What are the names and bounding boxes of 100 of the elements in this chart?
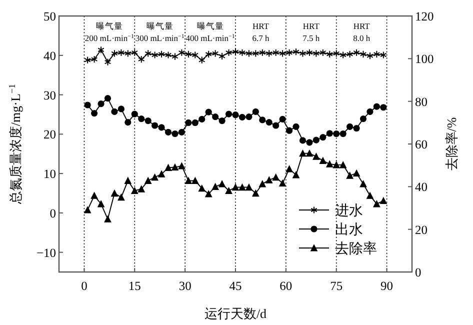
x-tick-label: 75	[330, 279, 343, 293]
point	[320, 134, 326, 141]
point	[312, 50, 320, 58]
point	[380, 51, 387, 59]
point	[212, 182, 220, 190]
point	[138, 56, 145, 64]
annotation: 曝气量 400 mL·min$^{−1}$	[186, 21, 235, 43]
point	[380, 104, 387, 111]
point	[184, 176, 192, 184]
point	[373, 200, 380, 208]
point	[346, 172, 354, 179]
point	[158, 124, 165, 131]
point	[366, 192, 374, 199]
point	[91, 110, 98, 117]
point	[191, 176, 199, 184]
point	[346, 50, 354, 58]
point	[144, 117, 152, 124]
point	[265, 176, 273, 184]
point	[332, 50, 340, 58]
point	[130, 186, 138, 194]
point	[225, 110, 232, 118]
x-tick-label: 45	[229, 279, 242, 293]
point	[306, 48, 313, 56]
point	[98, 46, 104, 54]
point	[373, 50, 380, 58]
x-tick-label: 0	[81, 279, 88, 293]
point	[192, 119, 198, 126]
point	[245, 183, 253, 191]
point	[98, 100, 104, 108]
point	[299, 50, 306, 58]
y-tick-label: 10	[44, 167, 56, 182]
y2-tick-label: 100	[415, 52, 434, 66]
point	[172, 52, 178, 60]
point	[84, 56, 91, 64]
y-tick-label: 50	[44, 10, 56, 24]
point	[278, 179, 286, 187]
y-tick-label: 40	[44, 48, 56, 63]
annotation: HRT 8.0 h	[353, 21, 371, 43]
point	[144, 50, 152, 58]
point	[339, 161, 347, 168]
point	[212, 114, 219, 120]
point	[292, 48, 300, 56]
point	[360, 180, 367, 188]
point	[232, 48, 239, 56]
point	[279, 50, 286, 58]
point	[138, 115, 145, 122]
point	[246, 114, 252, 120]
point	[124, 176, 132, 184]
point	[131, 48, 138, 56]
point	[333, 130, 340, 138]
point	[246, 50, 252, 58]
point	[360, 50, 367, 58]
point	[84, 102, 91, 108]
point	[97, 200, 105, 208]
point	[124, 50, 132, 58]
point	[172, 130, 178, 138]
y2-tick-label: 120	[415, 10, 434, 24]
x-tick-label: 15	[128, 279, 141, 293]
point	[353, 124, 360, 132]
point	[204, 190, 212, 198]
point	[178, 162, 186, 170]
point	[259, 48, 266, 56]
point	[225, 48, 232, 56]
y2-tick-label: 20	[415, 222, 428, 237]
point	[286, 48, 293, 56]
point	[238, 114, 246, 121]
point	[279, 116, 286, 122]
point	[326, 50, 334, 58]
point	[218, 117, 226, 124]
point	[185, 50, 192, 58]
point	[158, 170, 166, 178]
point	[299, 149, 306, 157]
point	[238, 183, 246, 191]
point	[252, 189, 260, 197]
y-tick-label: −10	[36, 246, 56, 260]
y-tick-label: 30	[44, 88, 56, 102]
point	[312, 136, 320, 144]
point	[198, 116, 206, 122]
point	[205, 108, 212, 116]
point	[306, 139, 313, 146]
point	[306, 149, 314, 157]
point	[152, 122, 158, 129]
x-tick-label: 90	[380, 279, 394, 293]
point	[110, 189, 118, 197]
point	[164, 128, 172, 136]
point	[151, 51, 158, 59]
point	[164, 51, 172, 59]
point	[232, 183, 240, 191]
point	[218, 52, 226, 60]
point	[144, 176, 152, 184]
point	[286, 165, 293, 172]
point	[225, 186, 232, 194]
point	[198, 184, 206, 192]
point	[198, 56, 206, 64]
point	[373, 103, 380, 110]
point	[292, 171, 300, 178]
point	[320, 48, 326, 56]
y2-tick-label: 0	[415, 266, 422, 280]
annotation: 曝气量 200 mL·min$^{−1}$	[84, 21, 134, 43]
point	[118, 48, 125, 56]
